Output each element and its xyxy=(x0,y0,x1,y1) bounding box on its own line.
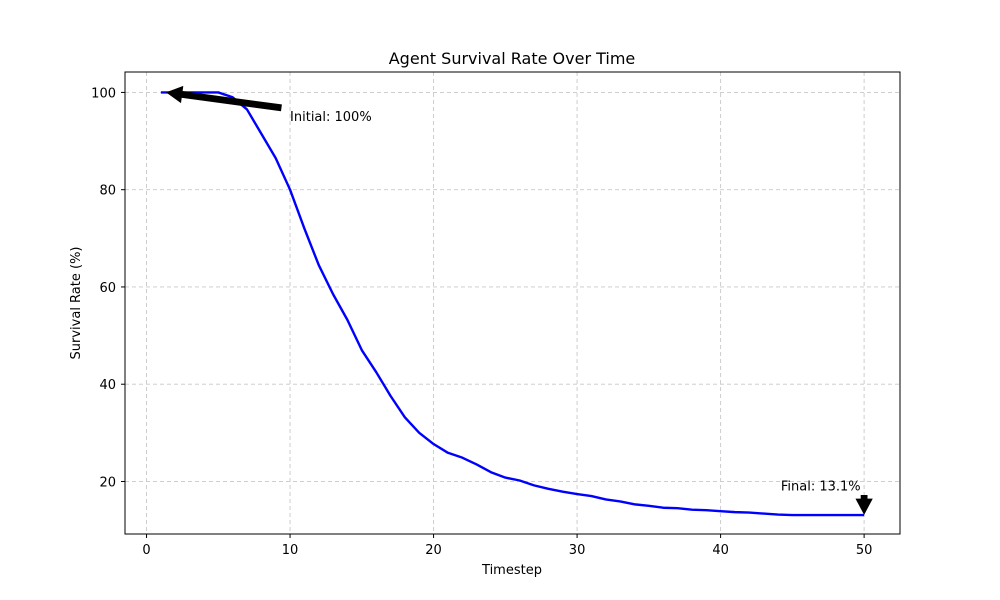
y-axis-label: Survival Rate (%) xyxy=(69,247,84,360)
survival-line xyxy=(160,91,865,517)
series-layer xyxy=(160,91,865,517)
y-tick-label: 100 xyxy=(91,86,116,101)
initial-annotation-arrow xyxy=(166,85,282,112)
final-annotation-label: Final: 13.1% xyxy=(781,479,861,494)
y-tick-label: 40 xyxy=(99,378,116,393)
x-tick-label: 40 xyxy=(712,543,729,558)
initial-annotation-label: Initial: 100% xyxy=(290,110,372,125)
y-tick-label: 60 xyxy=(99,281,116,296)
x-tick-label: 0 xyxy=(142,543,150,558)
annotations: Initial: 100% Final: 13.1% xyxy=(166,85,873,515)
final-annotation-arrow xyxy=(855,494,873,515)
x-tick-label: 30 xyxy=(569,543,586,558)
x-axis-label: Timestep xyxy=(481,563,542,578)
x-tick-label: 50 xyxy=(856,543,873,558)
ticks: 0 10 20 30 40 50 20 40 60 80 100 xyxy=(91,86,872,558)
plot-frame xyxy=(124,71,901,535)
y-tick-label: 20 xyxy=(99,475,116,490)
grid xyxy=(125,72,900,534)
x-tick-label: 10 xyxy=(282,543,299,558)
plot-area xyxy=(125,72,900,534)
x-tick-label: 20 xyxy=(425,543,442,558)
y-tick-label: 80 xyxy=(99,184,116,199)
chart-title: Agent Survival Rate Over Time xyxy=(389,49,636,68)
